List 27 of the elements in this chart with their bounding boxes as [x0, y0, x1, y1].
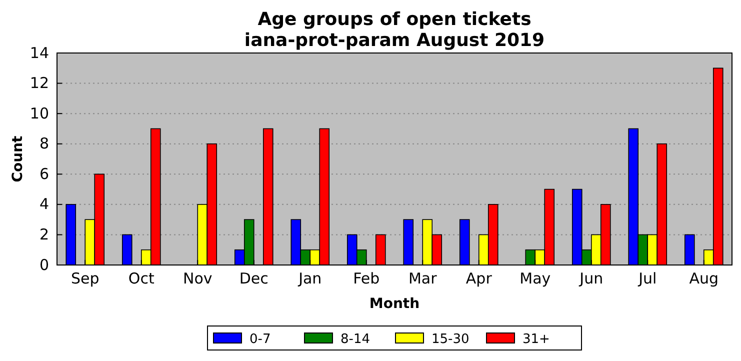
- x-tick-label: Sep: [70, 270, 100, 288]
- legend-label: 8-14: [340, 332, 370, 347]
- legend-label: 31+: [522, 332, 550, 347]
- x-tick-label: Jun: [578, 270, 604, 288]
- y-tick-label: 4: [39, 195, 49, 214]
- x-tick-label: Dec: [239, 270, 268, 288]
- y-axis-title: Count: [10, 135, 26, 182]
- y-tick-label: 6: [39, 164, 49, 183]
- x-tick-label: Oct: [128, 270, 154, 288]
- legend-label: 0-7: [250, 332, 271, 347]
- x-tick-label: Apr: [466, 270, 493, 288]
- x-tick-label: Aug: [689, 270, 719, 288]
- legend-label: 15-30: [432, 332, 470, 347]
- y-tick-label: 0: [39, 256, 49, 274]
- x-tick-label: Feb: [353, 270, 380, 288]
- y-tick-label: 8: [39, 134, 49, 153]
- y-tick-label: 12: [30, 74, 49, 92]
- x-axis-title: Month: [369, 296, 420, 312]
- x-tick-label: Nov: [182, 270, 212, 288]
- x-tick-label: Jan: [298, 270, 322, 288]
- y-tick-label: 2: [39, 226, 49, 244]
- y-tick-label: 10: [30, 104, 49, 122]
- chart-title: Age groups of open tickets iana-prot-param August 2019: [244, 9, 545, 51]
- x-tick-label: May: [520, 270, 551, 288]
- x-tick-label: Mar: [408, 270, 438, 288]
- x-tick-label: Jul: [638, 270, 657, 288]
- y-tick-label: 14: [30, 44, 49, 62]
